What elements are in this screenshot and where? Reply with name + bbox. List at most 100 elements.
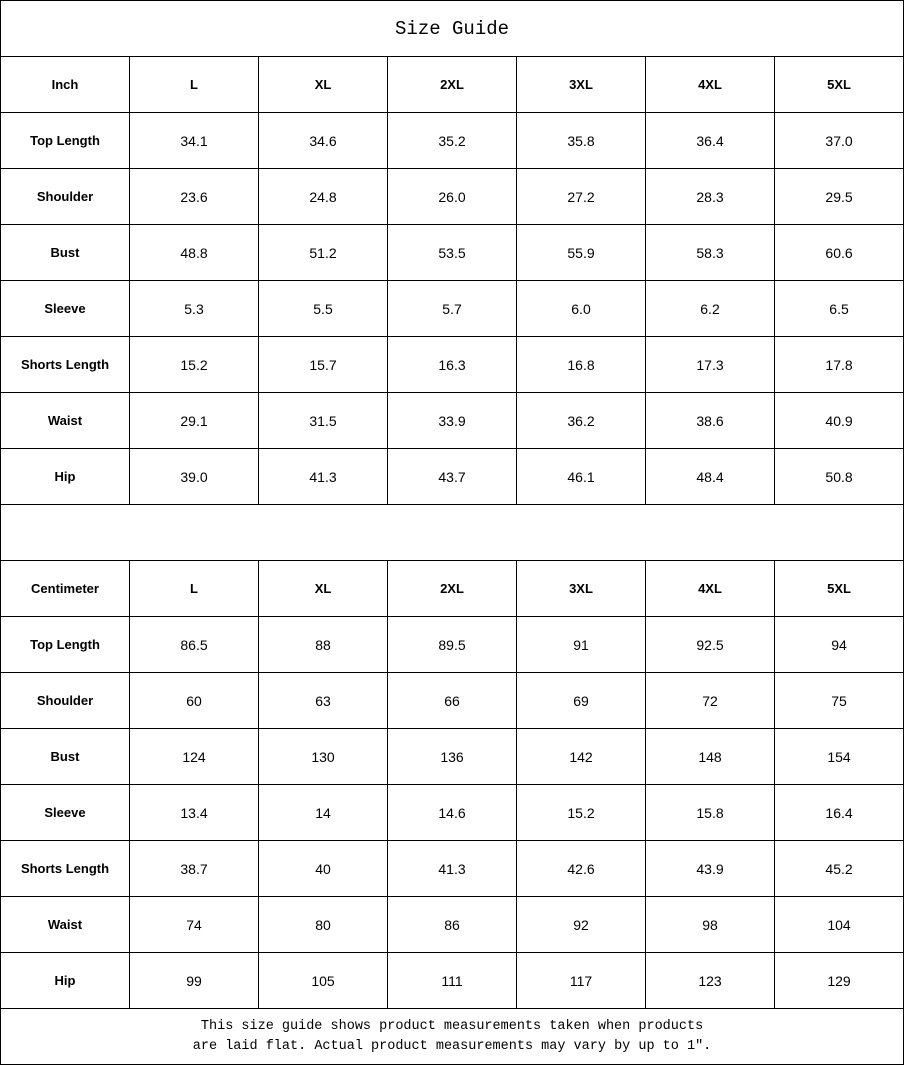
value-cell: 86 <box>387 896 517 953</box>
value-cell: 26.0 <box>387 168 517 225</box>
size-header-3xl: 3XL <box>516 560 646 617</box>
value-cell: 29.1 <box>129 392 259 449</box>
value-cell: 86.5 <box>129 616 259 673</box>
value-cell: 104 <box>773 896 905 953</box>
title-row: Size Guide <box>0 0 905 57</box>
value-cell: 91 <box>516 616 646 673</box>
size-header-4xl: 4XL <box>645 560 775 617</box>
unit-label: Inch <box>0 56 130 113</box>
centimeter-header-row: Centimeter L XL 2XL 3XL 4XL 5XL <box>0 560 905 617</box>
value-cell: 15.2 <box>129 336 259 393</box>
value-cell: 36.4 <box>645 112 775 169</box>
value-cell: 23.6 <box>129 168 259 225</box>
size-header-xl: XL <box>258 56 388 113</box>
value-cell: 5.5 <box>258 280 388 337</box>
row-label: Shoulder <box>0 168 130 225</box>
table-row: Hip 99 105 111 117 123 129 <box>0 952 905 1009</box>
value-cell: 38.6 <box>645 392 775 449</box>
value-cell: 42.6 <box>516 840 646 897</box>
value-cell: 15.8 <box>645 784 775 841</box>
value-cell: 15.7 <box>258 336 388 393</box>
value-cell: 88 <box>258 616 388 673</box>
note-row: This size guide shows product measuremen… <box>0 1008 905 1065</box>
table-row: Bust 124 130 136 142 148 154 <box>0 728 905 785</box>
note-line-1: This size guide shows product measuremen… <box>200 1018 704 1034</box>
inch-header-row: Inch L XL 2XL 3XL 4XL 5XL <box>0 56 905 113</box>
table-row: Shorts Length 38.7 40 41.3 42.6 43.9 45.2 <box>0 840 905 897</box>
table-row: Sleeve 5.3 5.5 5.7 6.0 6.2 6.5 <box>0 280 905 337</box>
value-cell: 16.3 <box>387 336 517 393</box>
value-cell: 129 <box>773 952 905 1009</box>
value-cell: 130 <box>258 728 388 785</box>
value-cell: 40 <box>258 840 388 897</box>
size-header-2xl: 2XL <box>387 560 517 617</box>
table-row: Hip 39.0 41.3 43.7 46.1 48.4 50.8 <box>0 448 905 505</box>
size-header-3xl: 3XL <box>516 56 646 113</box>
table-row: Bust 48.8 51.2 53.5 55.9 58.3 60.6 <box>0 224 905 281</box>
value-cell: 43.7 <box>387 448 517 505</box>
value-cell: 24.8 <box>258 168 388 225</box>
value-cell: 58.3 <box>645 224 775 281</box>
value-cell: 14 <box>258 784 388 841</box>
table-row: Shoulder 60 63 66 69 72 75 <box>0 672 905 729</box>
value-cell: 53.5 <box>387 224 517 281</box>
row-label: Bust <box>0 728 130 785</box>
row-label: Hip <box>0 952 130 1009</box>
value-cell: 13.4 <box>129 784 259 841</box>
value-cell: 142 <box>516 728 646 785</box>
value-cell: 46.1 <box>516 448 646 505</box>
value-cell: 75 <box>773 672 905 729</box>
value-cell: 92 <box>516 896 646 953</box>
row-label: Top Length <box>0 616 130 673</box>
spacer-row <box>0 504 905 561</box>
value-cell: 36.2 <box>516 392 646 449</box>
value-cell: 99 <box>129 952 259 1009</box>
row-label: Sleeve <box>0 280 130 337</box>
row-label: Waist <box>0 392 130 449</box>
value-cell: 55.9 <box>516 224 646 281</box>
value-cell: 124 <box>129 728 259 785</box>
value-cell: 35.2 <box>387 112 517 169</box>
value-cell: 43.9 <box>645 840 775 897</box>
row-label: Bust <box>0 224 130 281</box>
value-cell: 6.5 <box>773 280 905 337</box>
value-cell: 45.2 <box>773 840 905 897</box>
value-cell: 117 <box>516 952 646 1009</box>
value-cell: 15.2 <box>516 784 646 841</box>
value-cell: 33.9 <box>387 392 517 449</box>
value-cell: 123 <box>645 952 775 1009</box>
value-cell: 48.8 <box>129 224 259 281</box>
size-header-5xl: 5XL <box>773 56 905 113</box>
row-label: Shorts Length <box>0 336 130 393</box>
value-cell: 35.8 <box>516 112 646 169</box>
value-cell: 34.6 <box>258 112 388 169</box>
unit-label: Centimeter <box>0 560 130 617</box>
size-header-4xl: 4XL <box>645 56 775 113</box>
size-header-xl: XL <box>258 560 388 617</box>
row-label: Sleeve <box>0 784 130 841</box>
value-cell: 37.0 <box>773 112 905 169</box>
value-cell: 80 <box>258 896 388 953</box>
value-cell: 28.3 <box>645 168 775 225</box>
size-header-5xl: 5XL <box>773 560 905 617</box>
value-cell: 72 <box>645 672 775 729</box>
value-cell: 50.8 <box>773 448 905 505</box>
value-cell: 48.4 <box>645 448 775 505</box>
value-cell: 89.5 <box>387 616 517 673</box>
value-cell: 41.3 <box>258 448 388 505</box>
value-cell: 136 <box>387 728 517 785</box>
spacer-cell <box>0 504 905 561</box>
value-cell: 154 <box>773 728 905 785</box>
value-cell: 60 <box>129 672 259 729</box>
size-header-2xl: 2XL <box>387 56 517 113</box>
value-cell: 51.2 <box>258 224 388 281</box>
value-cell: 27.2 <box>516 168 646 225</box>
row-label: Shoulder <box>0 672 130 729</box>
row-label: Hip <box>0 448 130 505</box>
value-cell: 94 <box>773 616 905 673</box>
size-header-l: L <box>129 56 259 113</box>
value-cell: 16.4 <box>773 784 905 841</box>
value-cell: 6.0 <box>516 280 646 337</box>
value-cell: 111 <box>387 952 517 1009</box>
